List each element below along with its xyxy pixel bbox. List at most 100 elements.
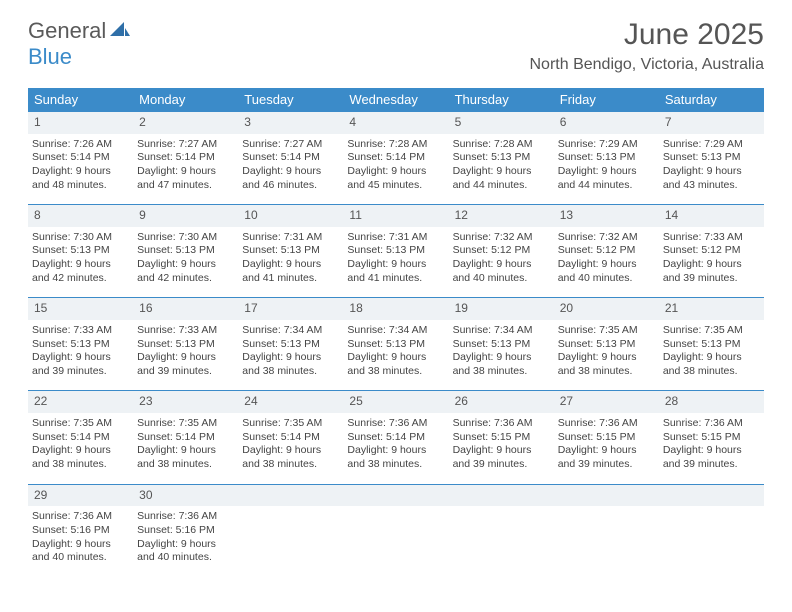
daylight-text: Daylight: 9 hours and 42 minutes. (32, 258, 129, 285)
day-cell (238, 506, 343, 577)
daylight-text: Daylight: 9 hours and 39 minutes. (137, 351, 234, 378)
logo-text-blue: Blue (28, 44, 130, 70)
sunrise-text: Sunrise: 7:28 AM (347, 138, 444, 152)
sunset-text: Sunset: 5:12 PM (453, 244, 550, 258)
daylight-text: Daylight: 9 hours and 39 minutes. (558, 444, 655, 471)
day-number: 28 (659, 391, 764, 413)
sunset-text: Sunset: 5:13 PM (347, 244, 444, 258)
sunrise-text: Sunrise: 7:26 AM (32, 138, 129, 152)
daynum-row: 2930 (28, 484, 764, 506)
sunrise-text: Sunrise: 7:35 AM (558, 324, 655, 338)
sunrise-text: Sunrise: 7:35 AM (137, 417, 234, 431)
sunset-text: Sunset: 5:15 PM (453, 431, 550, 445)
daylight-text: Daylight: 9 hours and 38 minutes. (663, 351, 760, 378)
daylight-text: Daylight: 9 hours and 43 minutes. (663, 165, 760, 192)
sunrise-text: Sunrise: 7:28 AM (453, 138, 550, 152)
dayname-friday: Friday (554, 88, 659, 112)
sunrise-text: Sunrise: 7:36 AM (347, 417, 444, 431)
sunset-text: Sunset: 5:13 PM (663, 151, 760, 165)
day-cell: Sunrise: 7:36 AMSunset: 5:15 PMDaylight:… (449, 413, 554, 484)
daylight-text: Daylight: 9 hours and 45 minutes. (347, 165, 444, 192)
sunset-text: Sunset: 5:13 PM (558, 151, 655, 165)
day-cell: Sunrise: 7:36 AMSunset: 5:16 PMDaylight:… (133, 506, 238, 577)
day-number: 25 (343, 391, 448, 413)
sunset-text: Sunset: 5:14 PM (32, 431, 129, 445)
dayname-wednesday: Wednesday (343, 88, 448, 112)
sunset-text: Sunset: 5:14 PM (32, 151, 129, 165)
day-number: 20 (554, 298, 659, 320)
day-cell: Sunrise: 7:27 AMSunset: 5:14 PMDaylight:… (133, 134, 238, 205)
sunrise-text: Sunrise: 7:36 AM (137, 510, 234, 524)
sunset-text: Sunset: 5:15 PM (663, 431, 760, 445)
sunset-text: Sunset: 5:13 PM (242, 338, 339, 352)
day-number: 18 (343, 298, 448, 320)
sunset-text: Sunset: 5:14 PM (242, 431, 339, 445)
sunset-text: Sunset: 5:14 PM (137, 151, 234, 165)
day-cell: Sunrise: 7:36 AMSunset: 5:15 PMDaylight:… (659, 413, 764, 484)
logo-text-general: General (28, 18, 106, 43)
day-number: 12 (449, 205, 554, 227)
day-cell: Sunrise: 7:35 AMSunset: 5:14 PMDaylight:… (133, 413, 238, 484)
day-number: 3 (238, 112, 343, 134)
sunrise-text: Sunrise: 7:35 AM (663, 324, 760, 338)
logo-sail-icon (110, 22, 130, 38)
sunrise-text: Sunrise: 7:35 AM (242, 417, 339, 431)
daylight-text: Daylight: 9 hours and 38 minutes. (453, 351, 550, 378)
sunrise-text: Sunrise: 7:32 AM (453, 231, 550, 245)
logo: General Blue (28, 18, 130, 70)
data-row: Sunrise: 7:30 AMSunset: 5:13 PMDaylight:… (28, 227, 764, 298)
data-row: Sunrise: 7:35 AMSunset: 5:14 PMDaylight:… (28, 413, 764, 484)
location-text: North Bendigo, Victoria, Australia (530, 56, 765, 74)
sunset-text: Sunset: 5:13 PM (558, 338, 655, 352)
sunset-text: Sunset: 5:14 PM (347, 151, 444, 165)
day-cell: Sunrise: 7:35 AMSunset: 5:13 PMDaylight:… (554, 320, 659, 391)
sunrise-text: Sunrise: 7:27 AM (137, 138, 234, 152)
dayname-tuesday: Tuesday (238, 88, 343, 112)
daylight-text: Daylight: 9 hours and 40 minutes. (32, 538, 129, 565)
sunrise-text: Sunrise: 7:29 AM (558, 138, 655, 152)
calendar-table: Sunday Monday Tuesday Wednesday Thursday… (28, 88, 764, 577)
day-cell: Sunrise: 7:31 AMSunset: 5:13 PMDaylight:… (238, 227, 343, 298)
daylight-text: Daylight: 9 hours and 38 minutes. (137, 444, 234, 471)
sunrise-text: Sunrise: 7:30 AM (32, 231, 129, 245)
daylight-text: Daylight: 9 hours and 38 minutes. (347, 444, 444, 471)
daylight-text: Daylight: 9 hours and 40 minutes. (558, 258, 655, 285)
dayname-row: Sunday Monday Tuesday Wednesday Thursday… (28, 88, 764, 112)
daylight-text: Daylight: 9 hours and 39 minutes. (663, 444, 760, 471)
day-cell: Sunrise: 7:34 AMSunset: 5:13 PMDaylight:… (238, 320, 343, 391)
day-cell: Sunrise: 7:30 AMSunset: 5:13 PMDaylight:… (133, 227, 238, 298)
daylight-text: Daylight: 9 hours and 47 minutes. (137, 165, 234, 192)
day-cell: Sunrise: 7:27 AMSunset: 5:14 PMDaylight:… (238, 134, 343, 205)
day-number: 24 (238, 391, 343, 413)
sunrise-text: Sunrise: 7:31 AM (347, 231, 444, 245)
daylight-text: Daylight: 9 hours and 44 minutes. (453, 165, 550, 192)
daynum-row: 22232425262728 (28, 391, 764, 413)
daylight-text: Daylight: 9 hours and 38 minutes. (242, 351, 339, 378)
sunrise-text: Sunrise: 7:33 AM (137, 324, 234, 338)
day-cell: Sunrise: 7:29 AMSunset: 5:13 PMDaylight:… (554, 134, 659, 205)
day-number: 29 (28, 484, 133, 506)
daylight-text: Daylight: 9 hours and 39 minutes. (663, 258, 760, 285)
daylight-text: Daylight: 9 hours and 38 minutes. (558, 351, 655, 378)
day-cell (554, 506, 659, 577)
sunrise-text: Sunrise: 7:36 AM (663, 417, 760, 431)
sunrise-text: Sunrise: 7:30 AM (137, 231, 234, 245)
day-number (659, 484, 764, 506)
day-number (238, 484, 343, 506)
day-cell: Sunrise: 7:32 AMSunset: 5:12 PMDaylight:… (554, 227, 659, 298)
sunset-text: Sunset: 5:16 PM (32, 524, 129, 538)
day-number (449, 484, 554, 506)
sunset-text: Sunset: 5:13 PM (242, 244, 339, 258)
sunrise-text: Sunrise: 7:27 AM (242, 138, 339, 152)
data-row: Sunrise: 7:36 AMSunset: 5:16 PMDaylight:… (28, 506, 764, 577)
daylight-text: Daylight: 9 hours and 40 minutes. (137, 538, 234, 565)
sunset-text: Sunset: 5:12 PM (663, 244, 760, 258)
sunset-text: Sunset: 5:13 PM (32, 244, 129, 258)
data-row: Sunrise: 7:26 AMSunset: 5:14 PMDaylight:… (28, 134, 764, 205)
page-header: General Blue June 2025 North Bendigo, Vi… (0, 0, 792, 82)
sunrise-text: Sunrise: 7:34 AM (347, 324, 444, 338)
dayname-monday: Monday (133, 88, 238, 112)
day-cell: Sunrise: 7:33 AMSunset: 5:13 PMDaylight:… (133, 320, 238, 391)
title-block: June 2025 North Bendigo, Victoria, Austr… (530, 18, 765, 74)
day-number (554, 484, 659, 506)
